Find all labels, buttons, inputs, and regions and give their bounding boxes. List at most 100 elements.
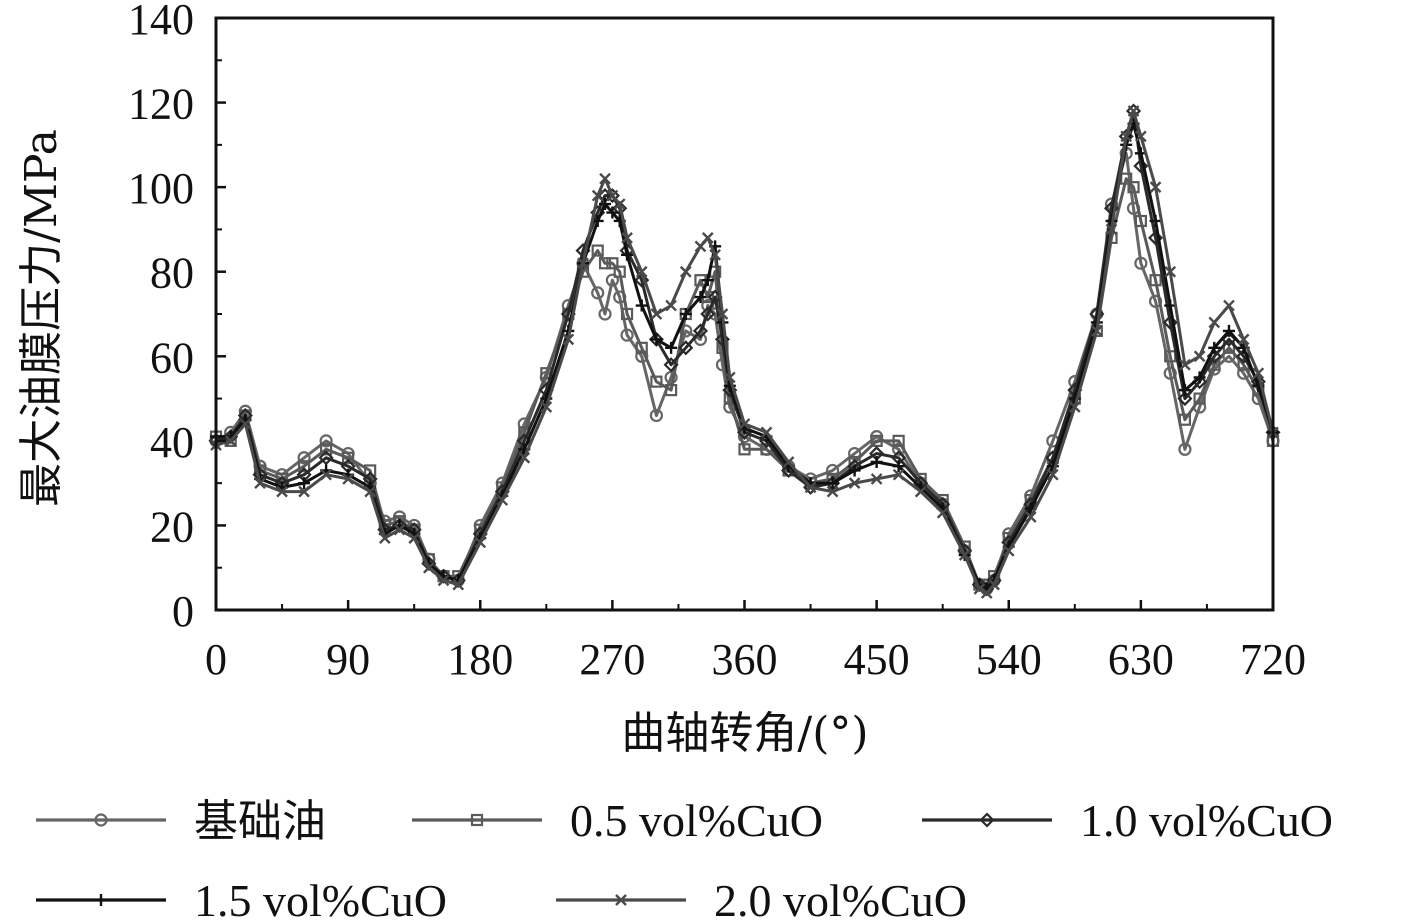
data-point bbox=[804, 481, 817, 494]
axes-frame bbox=[214, 16, 1275, 612]
data-point bbox=[598, 257, 612, 270]
data-point bbox=[613, 198, 626, 210]
data-point bbox=[1208, 316, 1221, 329]
legend-marker bbox=[979, 812, 995, 828]
data-point bbox=[496, 494, 509, 506]
data-point bbox=[1177, 391, 1193, 407]
data-point bbox=[678, 340, 694, 356]
data-point bbox=[319, 434, 333, 448]
plot-frame bbox=[214, 16, 1275, 612]
data-point bbox=[540, 401, 553, 413]
data-point bbox=[298, 477, 311, 490]
data-point bbox=[342, 451, 355, 464]
data-point bbox=[1068, 401, 1081, 413]
data-point bbox=[621, 248, 634, 261]
legend-marker bbox=[470, 813, 484, 827]
data-point bbox=[870, 473, 883, 485]
data-point bbox=[1193, 392, 1206, 405]
x-tick-label: 90 bbox=[326, 635, 370, 684]
series-5 bbox=[210, 105, 1279, 599]
data-point bbox=[701, 232, 714, 244]
x-tick-label: 0 bbox=[205, 635, 227, 684]
data-point bbox=[760, 426, 773, 439]
data-point bbox=[452, 578, 465, 591]
data-point bbox=[1120, 130, 1133, 143]
data-point bbox=[562, 333, 575, 346]
data-point bbox=[518, 451, 531, 464]
data-point bbox=[650, 308, 663, 320]
y-tick-label: 100 bbox=[128, 164, 194, 213]
data-point bbox=[679, 265, 692, 278]
data-point bbox=[393, 523, 406, 536]
data-point bbox=[716, 308, 729, 320]
data-point bbox=[604, 188, 620, 204]
data-point bbox=[635, 265, 648, 278]
data-point bbox=[1134, 256, 1148, 270]
y-axis-title: 最大油膜压力/MPa bbox=[16, 129, 67, 507]
data-point bbox=[1164, 265, 1177, 278]
data-point bbox=[1222, 324, 1235, 337]
legend-label: 1.0 vol%CuO bbox=[1080, 795, 1333, 846]
data-point bbox=[1193, 371, 1206, 384]
data-point bbox=[378, 532, 391, 544]
data-point bbox=[423, 561, 435, 574]
x-tick-label: 720 bbox=[1240, 635, 1306, 684]
x-tick-label: 180 bbox=[447, 635, 513, 684]
data-point bbox=[320, 443, 333, 456]
legend-label: 2.0 vol%CuO bbox=[714, 875, 967, 920]
data-point bbox=[988, 578, 1000, 591]
data-point bbox=[723, 371, 736, 384]
data-point bbox=[914, 485, 927, 498]
data-point bbox=[1127, 181, 1140, 194]
data-point bbox=[892, 460, 905, 473]
data-point bbox=[320, 468, 332, 481]
data-point bbox=[598, 307, 612, 321]
data-point bbox=[605, 273, 619, 287]
data-point bbox=[408, 532, 421, 544]
x-tick-label: 270 bbox=[579, 635, 645, 684]
data-point bbox=[958, 549, 971, 561]
data-point bbox=[437, 574, 450, 587]
data-point bbox=[342, 473, 354, 485]
data-point bbox=[665, 341, 678, 354]
data-point bbox=[738, 418, 751, 430]
data-point bbox=[650, 333, 663, 346]
data-point bbox=[635, 341, 648, 354]
legend-marker bbox=[94, 813, 108, 827]
legend-item-4: 1.5 vol%CuO bbox=[36, 875, 447, 920]
data-point bbox=[606, 206, 619, 219]
data-point bbox=[591, 286, 605, 300]
data-point bbox=[620, 307, 634, 321]
data-point bbox=[1149, 214, 1162, 227]
data-point bbox=[474, 536, 487, 549]
data-point bbox=[298, 485, 310, 498]
data-point bbox=[224, 435, 237, 447]
data-point bbox=[364, 485, 376, 498]
x-tick-label: 630 bbox=[1108, 635, 1174, 684]
data-point bbox=[692, 323, 709, 339]
data-point bbox=[621, 232, 633, 244]
data-point bbox=[782, 456, 795, 468]
y-tick-label: 40 bbox=[150, 418, 194, 467]
legend-item-3: 1.0 vol%CuO bbox=[922, 795, 1333, 846]
data-point bbox=[738, 443, 751, 456]
data-point bbox=[973, 583, 986, 595]
data-point bbox=[577, 257, 589, 270]
data-point bbox=[665, 299, 677, 312]
y-tick-label: 60 bbox=[150, 333, 194, 382]
y-tick-label: 20 bbox=[150, 502, 194, 551]
legend-label: 基础油 bbox=[194, 796, 326, 847]
data-point bbox=[1105, 223, 1118, 236]
data-point bbox=[364, 464, 377, 477]
data-point bbox=[892, 434, 905, 447]
legend-marker bbox=[615, 894, 627, 906]
x-tick-label: 360 bbox=[712, 635, 778, 684]
data-point bbox=[1178, 384, 1191, 397]
data-point bbox=[826, 485, 839, 498]
data-point bbox=[591, 244, 604, 257]
series-line-3 bbox=[215, 109, 1275, 591]
data-point bbox=[1046, 468, 1059, 481]
data-point bbox=[870, 456, 883, 468]
data-point bbox=[870, 434, 883, 447]
